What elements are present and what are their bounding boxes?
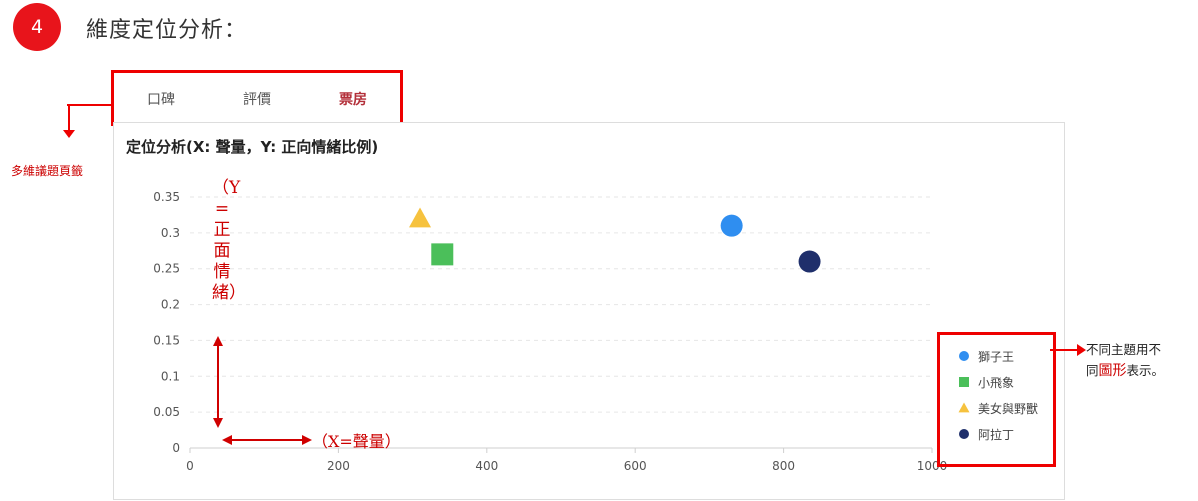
y-tick-labels: 0 0.05 0.1 0.15 0.2 0.25 0.3 0.35 bbox=[153, 190, 180, 455]
y-tick-label: 0.25 bbox=[153, 262, 180, 276]
legend-label: 阿拉丁 bbox=[978, 428, 1015, 442]
y-arrow-head-up bbox=[213, 336, 223, 346]
legend-marker bbox=[958, 402, 970, 413]
chart-card bbox=[113, 122, 1065, 500]
x-tick-label: 400 bbox=[475, 459, 498, 473]
data-point-triangle bbox=[409, 207, 432, 228]
legend-note-arrow bbox=[1050, 344, 1086, 356]
section-title: 維度定位分析： bbox=[86, 18, 248, 43]
step-number-badge: 4 bbox=[13, 3, 61, 51]
tabs-note-arrow bbox=[63, 104, 113, 138]
legend-marker-icon bbox=[959, 351, 969, 361]
legend-marker-icon bbox=[958, 402, 970, 413]
legend-marker-icon bbox=[959, 429, 969, 439]
legend-item[interactable]: 美女與野獸 bbox=[958, 400, 1038, 417]
legend-item[interactable]: 小飛象 bbox=[958, 374, 1014, 391]
x-arrow-head-left bbox=[222, 435, 232, 445]
grid-lines bbox=[189, 196, 933, 453]
tabs-annotation: 多維議題頁籤 bbox=[11, 164, 84, 178]
legend-item[interactable]: 阿拉丁 bbox=[958, 426, 1014, 443]
chart-title: 定位分析(X: 聲量，Y: 正向情緒比例) bbox=[126, 138, 379, 156]
legend-marker bbox=[959, 351, 969, 361]
legend-label: 美女與野獸 bbox=[978, 402, 1039, 416]
legend-marker-icon bbox=[959, 377, 969, 387]
legend-annotation: 不同主題用不 同圖形表示。 bbox=[1086, 339, 1164, 382]
y-axis-annotation: （Y=正面情緒） bbox=[212, 178, 246, 303]
axis-annotation-arrows bbox=[213, 336, 312, 445]
y-tick-label: 0 bbox=[172, 441, 180, 455]
legend-note-line-2: 同圖形表示。 bbox=[1086, 363, 1165, 379]
legend-marker bbox=[959, 429, 969, 439]
legend-marker bbox=[959, 377, 969, 387]
y-tick-label: 0.2 bbox=[161, 298, 180, 312]
y-tick-label: 0.05 bbox=[153, 405, 180, 419]
tab-box-office[interactable]: 票房 bbox=[339, 92, 367, 108]
data-point-circle bbox=[720, 214, 743, 237]
x-tick-label: 200 bbox=[327, 459, 350, 473]
x-axis-annotation: （X=聲量） bbox=[312, 432, 401, 451]
data-point-square bbox=[431, 243, 454, 266]
x-tick-label: 600 bbox=[624, 459, 647, 473]
x-tick-label: 800 bbox=[772, 459, 795, 473]
legend-label: 獅子王 bbox=[978, 350, 1015, 364]
y-tick-label: 0.35 bbox=[153, 190, 180, 204]
data-points bbox=[409, 207, 821, 273]
x-tick-label: 0 bbox=[186, 459, 194, 473]
x-tick-labels: 0 200 400 600 800 1000 bbox=[186, 459, 947, 473]
y-tick-label: 0.15 bbox=[153, 333, 180, 347]
x-arrow-head-right bbox=[302, 435, 312, 445]
legend-item[interactable]: 獅子王 bbox=[958, 348, 1014, 365]
legend-label: 小飛象 bbox=[978, 376, 1015, 390]
y-tick-label: 0.3 bbox=[161, 226, 180, 240]
y-arrow-head-down bbox=[213, 418, 223, 428]
tab-rating[interactable]: 評價 bbox=[243, 92, 271, 108]
y-tick-label: 0.1 bbox=[161, 369, 180, 383]
legend-note-line-1: 不同主題用不 bbox=[1086, 342, 1162, 357]
data-point-circle bbox=[798, 250, 821, 273]
tab-word-of-mouth[interactable]: 口碑 bbox=[147, 92, 175, 108]
legend-highlight-frame bbox=[937, 332, 1056, 467]
